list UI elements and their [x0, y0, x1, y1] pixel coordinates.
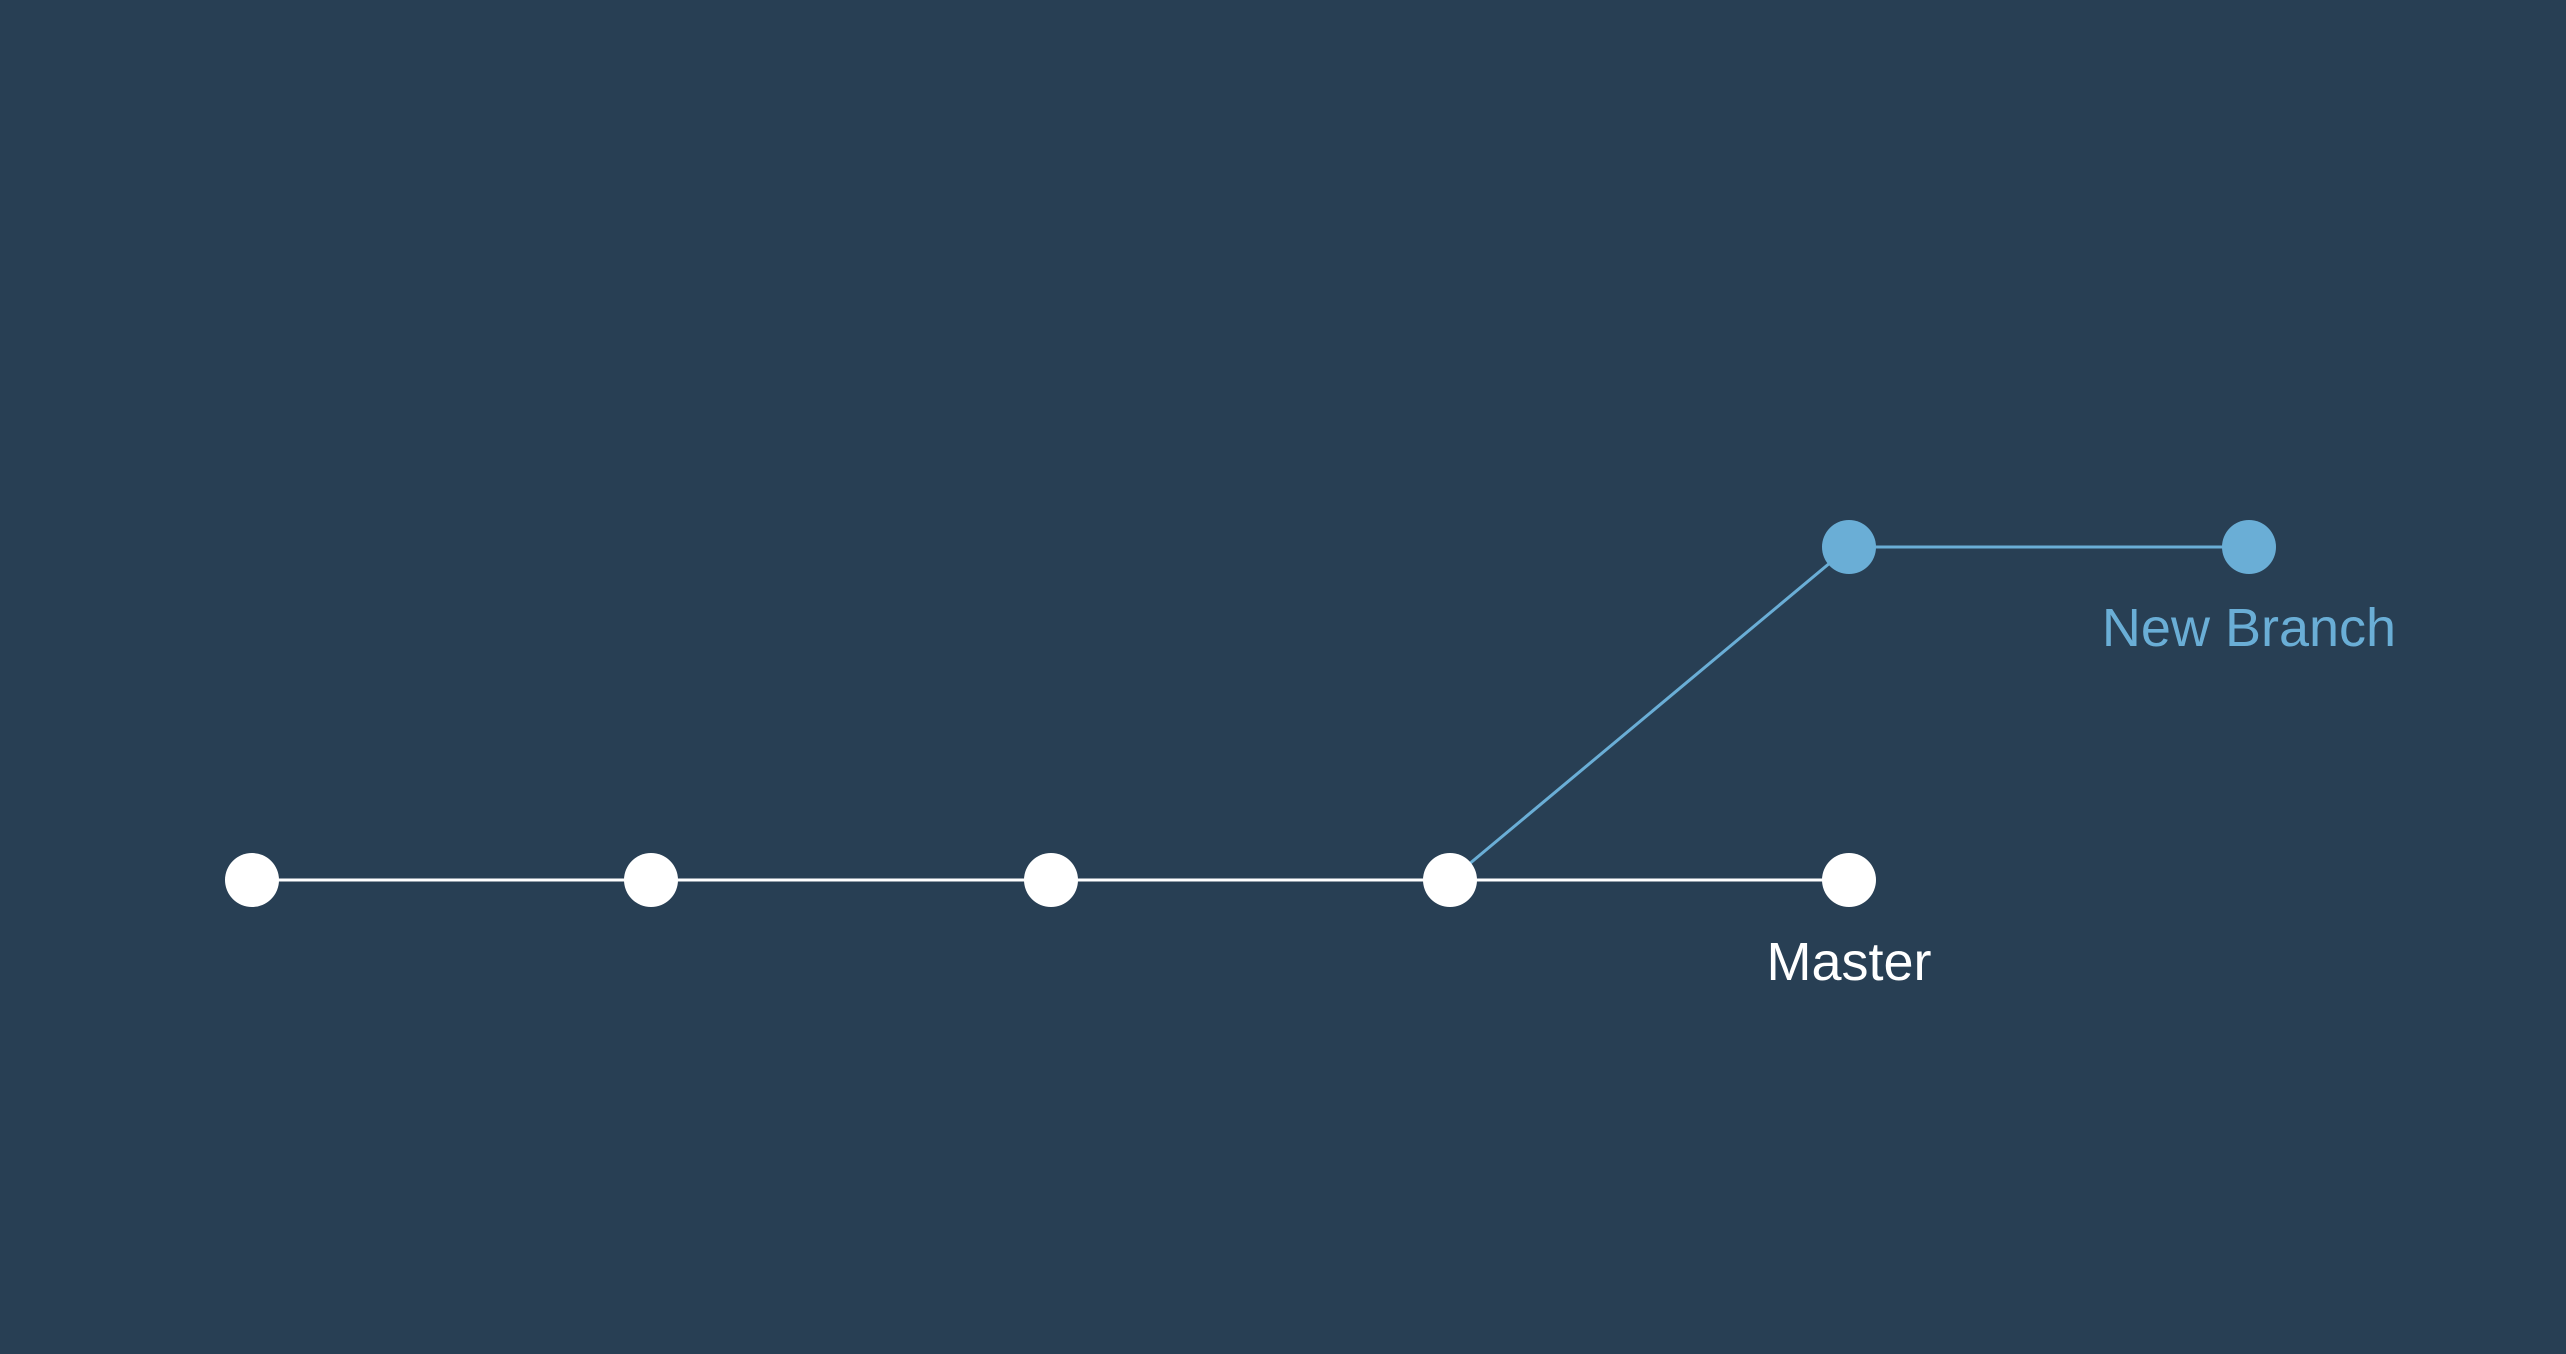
master-commit-5[interactable]	[1822, 853, 1876, 907]
branch-fork-edge	[1449, 545, 1850, 882]
master-commit-2[interactable]	[624, 853, 678, 907]
master-commit-4[interactable]	[1423, 853, 1477, 907]
new-branch-label: New Branch	[2102, 598, 2396, 658]
master-commit-3[interactable]	[1024, 853, 1078, 907]
branch-commit-2[interactable]	[2222, 520, 2276, 574]
branch-commit-1[interactable]	[1822, 520, 1876, 574]
edges	[252, 545, 2249, 882]
master-label: Master	[1766, 932, 1931, 992]
master-commit-1[interactable]	[225, 853, 279, 907]
nodes	[225, 520, 2276, 907]
